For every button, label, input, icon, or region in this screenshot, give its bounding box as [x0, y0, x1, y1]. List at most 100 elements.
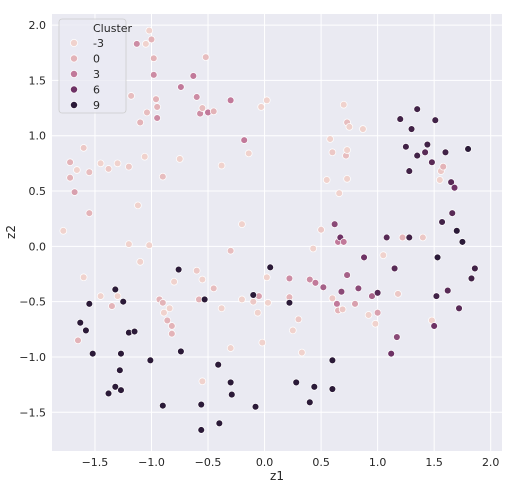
data-point [339, 238, 348, 246]
data-point [66, 173, 74, 182]
data-point [407, 125, 416, 133]
data-point [163, 316, 172, 325]
data-point [396, 115, 404, 123]
data-point [113, 159, 122, 168]
data-point [306, 275, 314, 284]
data-point [159, 172, 167, 181]
data-point [145, 241, 153, 249]
y-tick-label: −1.5 [19, 406, 46, 419]
legend-label: 0 [93, 53, 100, 66]
data-point [108, 302, 116, 310]
data-point [189, 72, 198, 80]
data-point [117, 386, 125, 394]
data-point [328, 385, 337, 393]
data-point [209, 107, 218, 116]
data-point [328, 148, 337, 157]
y-tick-label: −0.5 [19, 296, 46, 309]
data-point [150, 54, 158, 63]
data-point [419, 233, 427, 242]
data-point [66, 158, 74, 166]
data-point [125, 240, 133, 248]
data-point [119, 297, 127, 306]
data-point [447, 178, 455, 186]
data-point [405, 233, 414, 242]
data-point [202, 53, 210, 61]
data-point [142, 40, 150, 48]
data-point [394, 290, 402, 298]
y-tick-label: 1.5 [29, 74, 47, 87]
data-point [177, 347, 185, 356]
x-tick-label: −0.5 [195, 456, 222, 469]
data-point [351, 300, 359, 308]
legend-marker [70, 85, 78, 94]
data-point [448, 209, 457, 217]
data-point [289, 326, 297, 335]
data-point [359, 125, 367, 133]
data-point [226, 344, 235, 352]
y-tick-label: 1.0 [29, 130, 47, 143]
data-point [285, 274, 294, 283]
data-point [85, 209, 94, 217]
data-point [467, 274, 476, 283]
data-point [111, 285, 120, 294]
data-point [453, 227, 461, 235]
plot-background [52, 14, 502, 451]
data-point [133, 40, 141, 48]
data-point [390, 264, 399, 273]
data-point [328, 356, 337, 365]
data-point [317, 225, 325, 234]
data-point [170, 277, 178, 286]
data-point [192, 266, 201, 275]
data-point [147, 35, 156, 44]
data-point [326, 135, 334, 143]
data-point [73, 166, 81, 174]
data-point [82, 326, 90, 335]
data-point [333, 300, 341, 308]
data-point [165, 304, 174, 313]
legend-label: 6 [93, 84, 100, 97]
data-point [79, 273, 88, 282]
legend-entries: -3 0 3 6 9 [70, 37, 104, 112]
legend-marker [70, 101, 78, 109]
data-point [458, 238, 467, 246]
y-tick-label: 0.5 [29, 185, 47, 198]
data-point [209, 284, 218, 293]
data-point [177, 83, 185, 91]
legend: Cluster -3 0 3 6 9 [58, 18, 133, 114]
data-point [298, 348, 306, 357]
data-point [436, 176, 444, 184]
data-point [74, 336, 82, 345]
data-point [438, 218, 446, 226]
legend-label: 9 [93, 99, 100, 112]
data-point [455, 304, 463, 313]
data-point [215, 419, 224, 428]
data-point [136, 118, 144, 127]
data-point [198, 377, 207, 386]
data-point [431, 116, 440, 124]
data-point [159, 299, 167, 307]
data-point [238, 220, 246, 228]
data-point [263, 96, 271, 105]
data-point [413, 105, 421, 113]
data-point [140, 152, 149, 161]
y-tick-label: 2.0 [29, 19, 47, 32]
data-point [79, 144, 88, 152]
grid [52, 14, 502, 451]
data-point [337, 287, 346, 296]
x-tick-label: 0.0 [256, 456, 274, 469]
data-point [330, 220, 339, 228]
data-point [159, 401, 167, 410]
data-point [127, 92, 135, 100]
legend-title: Cluster [93, 22, 133, 35]
legend-marker [70, 39, 78, 47]
y-tick-label: −1.0 [19, 351, 46, 364]
data-point [226, 96, 235, 105]
data-point [345, 123, 354, 131]
data-point [244, 149, 253, 158]
data-point [104, 165, 113, 173]
data-point [104, 389, 113, 398]
data-point [354, 284, 363, 293]
data-point [168, 322, 176, 330]
data-point [198, 275, 207, 284]
data-point [443, 286, 452, 295]
